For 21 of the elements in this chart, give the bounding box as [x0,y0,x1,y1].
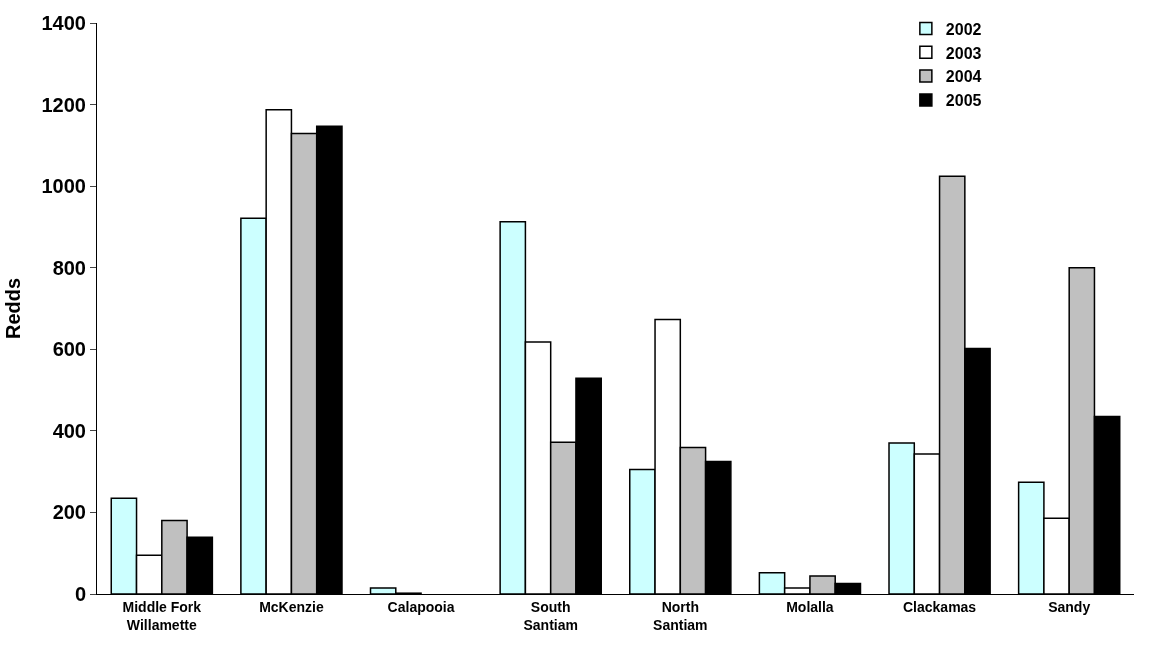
x-tick-label: Clackamas [902,598,977,615]
x-tick-label: South Santiam [523,598,578,633]
x-tick-label: Middle Fork Willamette [122,598,202,633]
x-tick-label: Calapooia [387,598,455,615]
y-tick-label: 1000 [41,175,86,198]
x-tick-label: North Santiam [653,598,708,633]
x-tick-label: McKenzie [259,598,324,615]
legend-label: 2003 [945,44,982,62]
y-tick-label: 200 [52,501,86,524]
legend-label: 2004 [945,68,982,86]
legend-label: 2002 [945,20,982,38]
x-tick-label: Sandy [1048,598,1091,615]
y-tick-label: 1400 [41,12,86,34]
y-tick-label: 400 [52,419,86,442]
y-tick-label: 600 [52,338,86,361]
y-tick-label: 0 [74,583,86,605]
y-axis-title: Redds [2,277,24,340]
legend-label: 2005 [945,92,982,110]
x-tick-label: Molalla [786,598,834,615]
y-tick-label: 800 [52,256,86,279]
y-tick-label: 1200 [41,93,86,116]
